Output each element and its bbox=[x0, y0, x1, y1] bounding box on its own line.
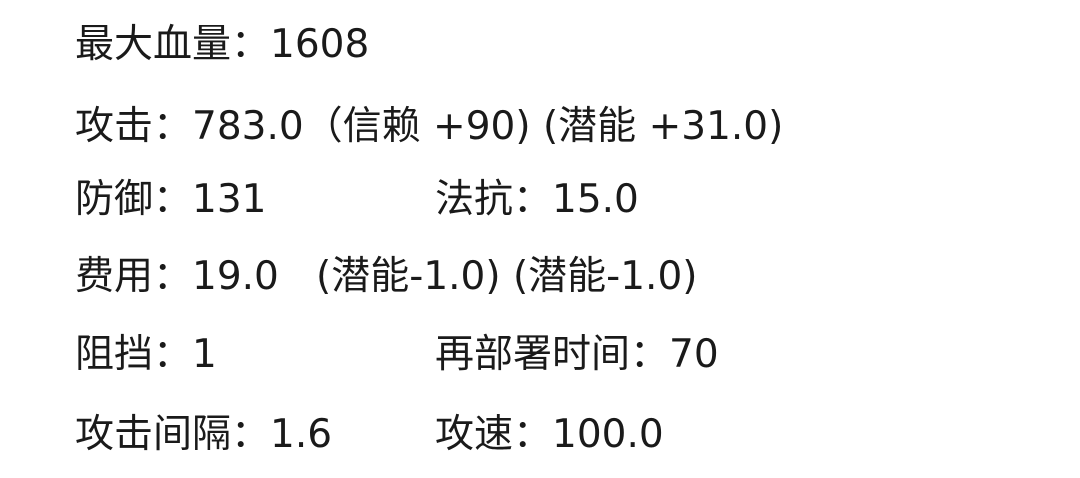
attack-interval-stat: 攻击间隔：1.6 bbox=[75, 412, 333, 457]
attack-stat: 攻击：783.0（信赖 +90) (潜能 +31.0) bbox=[75, 104, 784, 149]
cost-stat: 费用：19.0 (潜能-1.0) (潜能-1.0) bbox=[75, 254, 698, 299]
defense-stat: 防御：131 bbox=[75, 177, 267, 222]
resistance-stat: 法抗：15.0 bbox=[435, 177, 639, 222]
redeploy-stat: 再部署时间：70 bbox=[435, 332, 719, 377]
block-stat: 阻挡：1 bbox=[75, 332, 217, 377]
max-hp-stat: 最大血量：1608 bbox=[75, 22, 370, 67]
attack-speed-stat: 攻速：100.0 bbox=[435, 412, 664, 457]
